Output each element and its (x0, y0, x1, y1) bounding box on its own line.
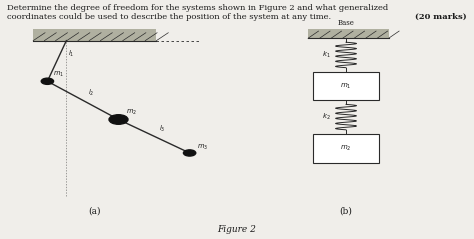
Text: $l_3$: $l_3$ (159, 124, 165, 134)
Text: $k_1$: $k_1$ (322, 50, 331, 60)
Bar (33, 29, 156, 41)
Text: $l_1$: $l_1$ (68, 48, 74, 59)
Text: (b): (b) (339, 206, 353, 215)
Circle shape (183, 150, 196, 156)
Text: $m_1$: $m_1$ (340, 81, 352, 91)
Text: $l_2$: $l_2$ (88, 88, 94, 98)
Bar (313, 134, 379, 163)
Circle shape (41, 78, 54, 84)
Text: $m_1$: $m_1$ (53, 70, 64, 79)
Text: $m_3$: $m_3$ (197, 143, 208, 152)
Text: Figure 2: Figure 2 (218, 225, 256, 234)
Text: (a): (a) (89, 206, 101, 215)
Text: $m_2$: $m_2$ (340, 144, 352, 153)
Text: Base: Base (337, 20, 355, 27)
Text: Determine the degree of freedom for the systems shown in Figure 2 and what gener: Determine the degree of freedom for the … (7, 4, 388, 11)
Bar (313, 72, 379, 100)
Text: $m_2$: $m_2$ (126, 108, 137, 117)
Bar (308, 29, 389, 38)
Circle shape (109, 115, 128, 124)
Text: coordinates could be used to describe the position of the system at any time.: coordinates could be used to describe th… (7, 13, 331, 21)
Text: (20 marks): (20 marks) (415, 13, 467, 21)
Text: $k_2$: $k_2$ (322, 112, 331, 122)
